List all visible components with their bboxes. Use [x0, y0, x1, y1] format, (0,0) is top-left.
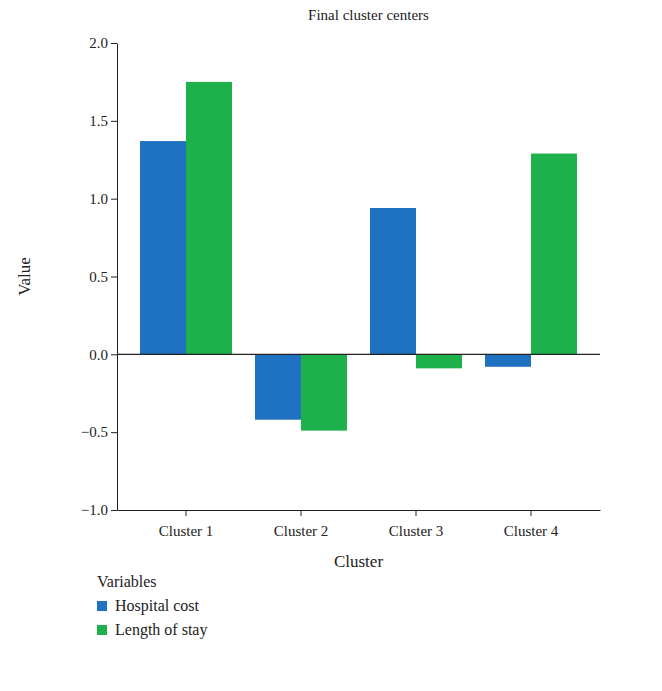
x-tick-mark	[186, 510, 187, 516]
legend-swatch	[97, 625, 107, 635]
legend-item: Length of stay	[97, 621, 207, 639]
x-tick-label: Cluster 2	[274, 523, 329, 539]
y-tick-mark	[111, 43, 117, 44]
y-axis: −1.0 −0.5 0.0 0.5 1.0 1.5 2.0	[81, 35, 118, 518]
y-tick-mark	[111, 432, 117, 433]
legend-label: Length of stay	[115, 621, 207, 639]
legend: Variables Hospital cost Length of stay	[97, 573, 207, 639]
bar	[485, 354, 531, 366]
bar	[140, 141, 186, 354]
legend-label: Hospital cost	[115, 597, 200, 615]
x-tick-label: Cluster 3	[389, 523, 444, 539]
x-tick: Cluster 3	[389, 510, 444, 539]
bar-series	[186, 82, 577, 431]
x-tick-mark	[416, 510, 417, 516]
y-tick: 2.0	[89, 35, 117, 51]
y-tick: 0.5	[89, 269, 117, 285]
x-tick: Cluster 2	[274, 510, 329, 539]
y-tick: 1.5	[89, 113, 117, 129]
y-tick-mark	[111, 510, 117, 511]
y-tick: −0.5	[81, 424, 117, 440]
zero-line	[117, 354, 600, 355]
chart: Final cluster centers −1.0 −0.5 0.0 0.5 1.0 1.…	[0, 0, 662, 691]
x-tick-mark	[531, 510, 532, 516]
bar	[186, 82, 232, 354]
y-tick-label: 0.5	[89, 269, 108, 285]
y-tick-label: 1.5	[89, 113, 108, 129]
y-tick-label: −1.0	[81, 502, 108, 518]
x-axis: Cluster 1 Cluster 2 Cluster 3 Cluster 4	[118, 510, 601, 539]
y-tick: 0.0	[89, 347, 117, 363]
bar	[301, 354, 347, 430]
x-tick: Cluster 1	[159, 510, 214, 539]
legend-title: Variables	[97, 573, 157, 590]
bar	[370, 208, 416, 354]
x-tick: Cluster 4	[504, 510, 559, 539]
x-axis-line	[118, 510, 601, 511]
y-tick: 1.0	[89, 191, 117, 207]
y-axis-title: Value	[15, 257, 34, 296]
x-tick-mark	[301, 510, 302, 516]
y-tick-label: 2.0	[89, 35, 108, 51]
y-tick-label: 0.0	[89, 347, 108, 363]
bar	[416, 354, 462, 368]
x-tick-label: Cluster 4	[504, 523, 559, 539]
y-axis-line	[117, 44, 118, 511]
legend-item: Hospital cost	[97, 597, 200, 615]
y-tick-mark	[111, 199, 117, 200]
title: Final cluster centers	[308, 7, 429, 23]
x-axis-title: Cluster	[334, 552, 383, 571]
y-tick-label: −0.5	[81, 424, 108, 440]
y-tick-mark	[111, 354, 117, 355]
bar	[531, 154, 577, 355]
legend-swatch	[97, 601, 107, 611]
y-tick-label: 1.0	[89, 191, 108, 207]
y-tick-mark	[111, 277, 117, 278]
bar	[255, 354, 301, 419]
y-tick: −1.0	[81, 502, 117, 518]
y-tick-mark	[111, 121, 117, 122]
x-tick-label: Cluster 1	[159, 523, 214, 539]
plot-area	[140, 82, 577, 431]
